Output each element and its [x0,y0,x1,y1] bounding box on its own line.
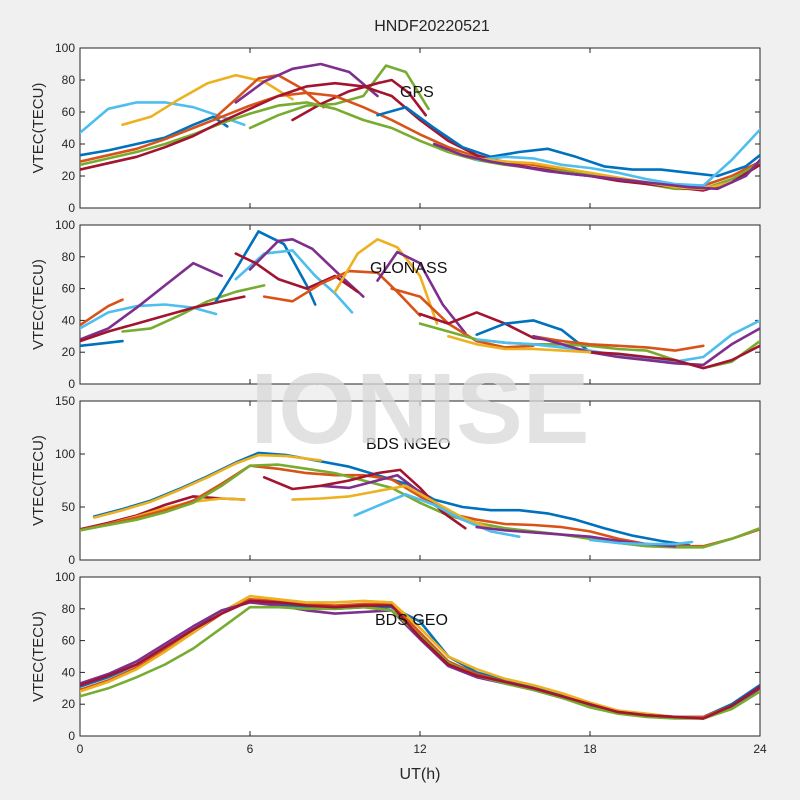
series-line [262,269,422,317]
series-group [80,594,760,720]
y-axis-label: VTEC(TECU) [30,259,47,350]
series-line [531,334,705,352]
y-tick-label: 100 [55,447,75,461]
y-tick-label: 0 [68,377,75,391]
x-tick-label: 6 [247,742,254,756]
series-line [80,261,223,341]
y-tick-label: 100 [55,570,75,584]
series-line [475,319,592,354]
y-tick-label: 40 [62,313,76,327]
series-line [376,250,467,335]
series-line [234,249,354,314]
series-line [248,64,430,130]
series-line [475,128,760,187]
y-tick-label: 100 [55,41,75,55]
panel-glonass: 0 20 40 60 80 100 VTEC(TECU) GLONASS [30,218,761,391]
y-tick-label: 80 [62,250,76,264]
series-line [446,334,592,354]
y-axis-label: VTEC(TECU) [30,435,47,526]
y-tick-label: 60 [62,105,76,119]
series-line [214,73,326,119]
series-line [588,344,760,370]
series-line [80,599,760,720]
panel-bds-ngeo: 0 50 100 150 VTEC(TECU) BDS NGEO [30,394,761,567]
series-line [80,298,124,327]
axes-frame [79,400,761,561]
series-line [80,463,760,549]
series-group [80,62,760,192]
y-tick-label: 60 [62,634,76,648]
panel-gps: 0 20 40 60 80 100 VTEC(TECU) GPS [30,41,761,215]
series-line [80,594,760,720]
series-line [80,339,124,348]
panel-bds-geo: 0 20 40 60 80 100 0 6 12 18 24 VTEC(TECU) BDS GEO [30,570,767,756]
y-tick-label: 40 [62,665,76,679]
chart-title: HNDF20220521 [374,18,490,35]
x-tick-label: 18 [583,742,597,756]
axes-frame [79,576,761,737]
y-axis-label: VTEC(TECU) [30,83,47,174]
series-group [80,451,760,549]
y-tick-label: 0 [68,729,75,743]
panel-label: BDS GEO [375,612,448,629]
series-line [333,238,439,325]
series-line [376,105,760,178]
y-tick-label: 20 [62,345,76,359]
y-tick-label: 0 [68,553,75,567]
watermark-text: IONISE [251,353,590,465]
series-line [92,453,323,519]
y-tick-label: 100 [55,218,75,232]
x-tick-label: 24 [753,742,767,756]
series-line [432,142,760,191]
y-tick-label: 20 [62,169,76,183]
series-line [80,295,246,343]
series-line [248,238,365,298]
series-line [80,115,229,157]
series-line [80,81,760,192]
y-tick-label: 80 [62,602,76,616]
series-line [588,538,694,546]
y-tick-label: 0 [68,201,75,215]
panel-label: GLONASS [370,260,447,277]
y-axis-label: VTEC(TECU) [30,611,47,702]
series-line [234,252,360,294]
series-line [390,287,535,349]
x-tick-label: 12 [413,742,427,756]
series-line [234,62,379,104]
series-group [80,230,760,370]
y-tick-label: 150 [55,394,75,408]
x-axis-label: UT(h) [400,766,441,783]
y-tick-label: 60 [62,282,76,296]
series-line [531,327,760,367]
series-line [80,303,218,330]
panel-label: BDS NGEO [366,436,450,453]
y-tick-label: 40 [62,137,76,151]
x-tick-label: 0 [77,742,84,756]
y-tick-label: 20 [62,697,76,711]
y-tick-label: 50 [62,500,76,514]
panel-label: GPS [400,84,434,101]
series-line [291,78,428,122]
y-tick-label: 80 [62,73,76,87]
series-line [475,319,760,364]
series-line [353,492,521,539]
series-line [291,484,493,530]
